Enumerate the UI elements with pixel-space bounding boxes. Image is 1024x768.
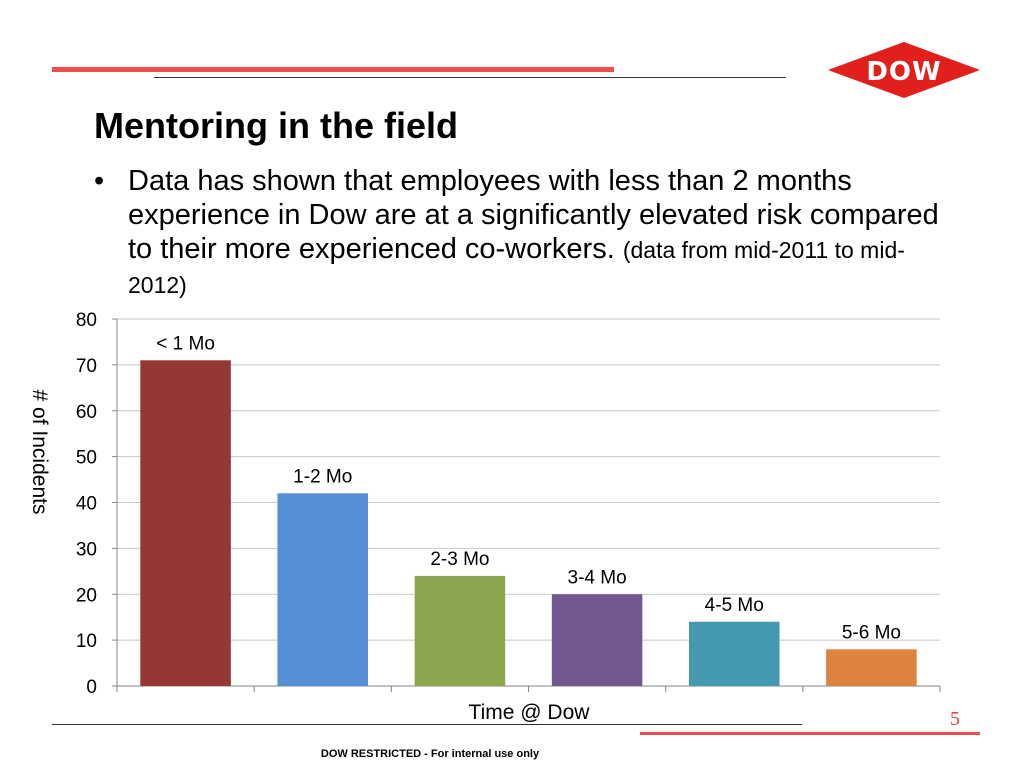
bar-2 (277, 493, 369, 686)
bar-category-label: < 1 Mo (156, 333, 215, 354)
chart-axes (112, 318, 941, 692)
bar-category-label: 5-6 Mo (842, 622, 901, 643)
bar-4 (551, 594, 643, 686)
y-tick-label: 0 (86, 677, 97, 698)
footer-restriction-notice: DOW RESTRICTED - For internal use only (320, 748, 540, 760)
bar-3 (414, 575, 506, 686)
y-tick-label: 70 (76, 356, 97, 377)
dow-logo: DOW (828, 42, 980, 98)
bar-category-label: 4-5 Mo (705, 595, 764, 616)
slide-title: Mentoring in the field (94, 105, 458, 146)
bullet-item: • Data has shown that employees with les… (94, 164, 944, 302)
bar-6 (826, 649, 917, 686)
y-tick-label: 40 (76, 494, 97, 515)
y-tick-label: 30 (76, 539, 97, 560)
incidents-bar-chart: 0 10 20 30 40 50 60 70 80 < 1 Mo 1-2 Mo 2-3 Mo 3-4 M… (28, 310, 941, 724)
bullet-note: (data from mid-2011 to mid-2012) (128, 237, 905, 298)
chart-labels: 0 10 20 30 40 50 60 70 80 < 1 Mo 1-2 Mo 2-3 Mo 3-4 M… (76, 310, 901, 698)
bar-1 (140, 360, 231, 686)
chart-bars (140, 360, 917, 686)
bar-category-label: 2-3 Mo (430, 549, 489, 570)
bottom-red-rule (640, 732, 980, 735)
page-number: 5 (950, 708, 960, 730)
bar-category-label: 3-4 Mo (568, 567, 627, 588)
dow-logo-text: DOW (866, 57, 941, 87)
top-red-rule (52, 67, 614, 72)
y-tick-label: 50 (76, 448, 97, 469)
top-black-rule (154, 77, 786, 78)
bullet-body: Data has shown that employees with less … (128, 164, 944, 302)
bottom-black-rule (52, 724, 802, 725)
bullet-text: Data has shown that employees with less … (128, 165, 939, 265)
x-axis-title: Time @ Dow (469, 701, 591, 724)
dow-logo-diamond (828, 42, 980, 98)
bar-category-label: 1-2 Mo (293, 466, 352, 487)
bar-5 (688, 621, 780, 686)
chart-gridlines (117, 318, 940, 687)
y-tick-label: 10 (76, 631, 97, 652)
y-axis-title: # of Incidents (28, 390, 51, 515)
bullet-symbol: • (94, 165, 105, 197)
y-tick-label: 20 (76, 585, 97, 606)
y-tick-label: 60 (76, 402, 97, 423)
y-tick-label: 80 (76, 310, 97, 331)
